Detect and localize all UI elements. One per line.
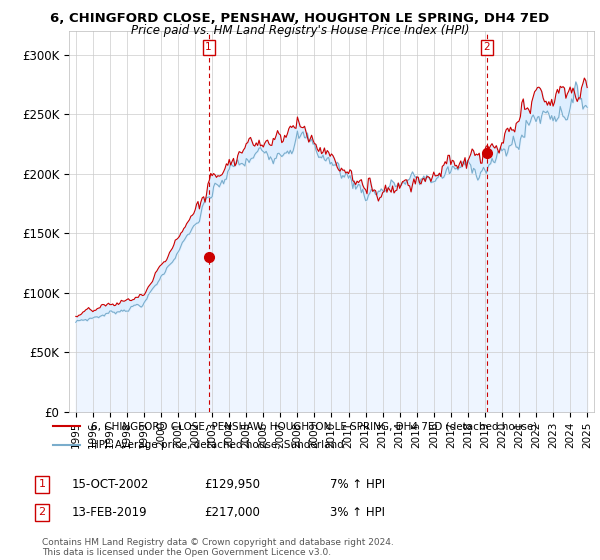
Text: £129,950: £129,950	[204, 478, 260, 491]
Text: Price paid vs. HM Land Registry's House Price Index (HPI): Price paid vs. HM Land Registry's House …	[131, 24, 469, 36]
Text: £217,000: £217,000	[204, 506, 260, 519]
Text: 13-FEB-2019: 13-FEB-2019	[72, 506, 148, 519]
Text: 2: 2	[38, 507, 46, 517]
Text: 15-OCT-2002: 15-OCT-2002	[72, 478, 149, 491]
Text: 2: 2	[484, 42, 490, 52]
Text: HPI: Average price, detached house, Sunderland: HPI: Average price, detached house, Sund…	[91, 440, 344, 450]
Text: 1: 1	[205, 42, 212, 52]
Text: 7% ↑ HPI: 7% ↑ HPI	[330, 478, 385, 491]
Text: 1: 1	[38, 479, 46, 489]
Text: Contains HM Land Registry data © Crown copyright and database right 2024.
This d: Contains HM Land Registry data © Crown c…	[42, 538, 394, 557]
Text: 6, CHINGFORD CLOSE, PENSHAW, HOUGHTON LE SPRING, DH4 7ED: 6, CHINGFORD CLOSE, PENSHAW, HOUGHTON LE…	[50, 12, 550, 25]
Text: 3% ↑ HPI: 3% ↑ HPI	[330, 506, 385, 519]
Text: 6, CHINGFORD CLOSE, PENSHAW, HOUGHTON LE SPRING, DH4 7ED (detached house): 6, CHINGFORD CLOSE, PENSHAW, HOUGHTON LE…	[91, 421, 538, 431]
